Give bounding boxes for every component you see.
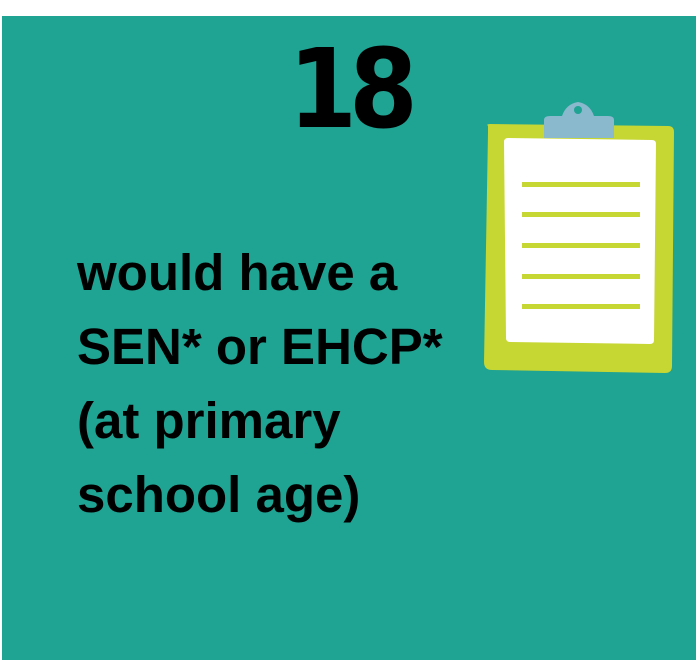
clipboard-clip (544, 102, 614, 138)
clipboard-icon (484, 102, 674, 373)
paper-line (522, 212, 640, 217)
clip-hole (574, 106, 582, 114)
paper-line (522, 243, 640, 248)
stat-caption: would have a SEN* or EHCP* (at primary s… (77, 236, 497, 532)
caption-line-3: (at primary (77, 392, 341, 449)
clipboard-paper (504, 138, 656, 344)
caption-line-2: SEN* or EHCP* (77, 318, 443, 375)
paper-line (522, 274, 640, 279)
caption-line-1: would have a (77, 244, 398, 301)
stat-number: 18 (288, 25, 418, 153)
caption-line-4: school age) (77, 466, 361, 523)
paper-line (522, 304, 640, 309)
stat-card: 18 would have a SEN* or EHCP* (at primar… (2, 16, 696, 660)
paper-line (522, 182, 640, 187)
